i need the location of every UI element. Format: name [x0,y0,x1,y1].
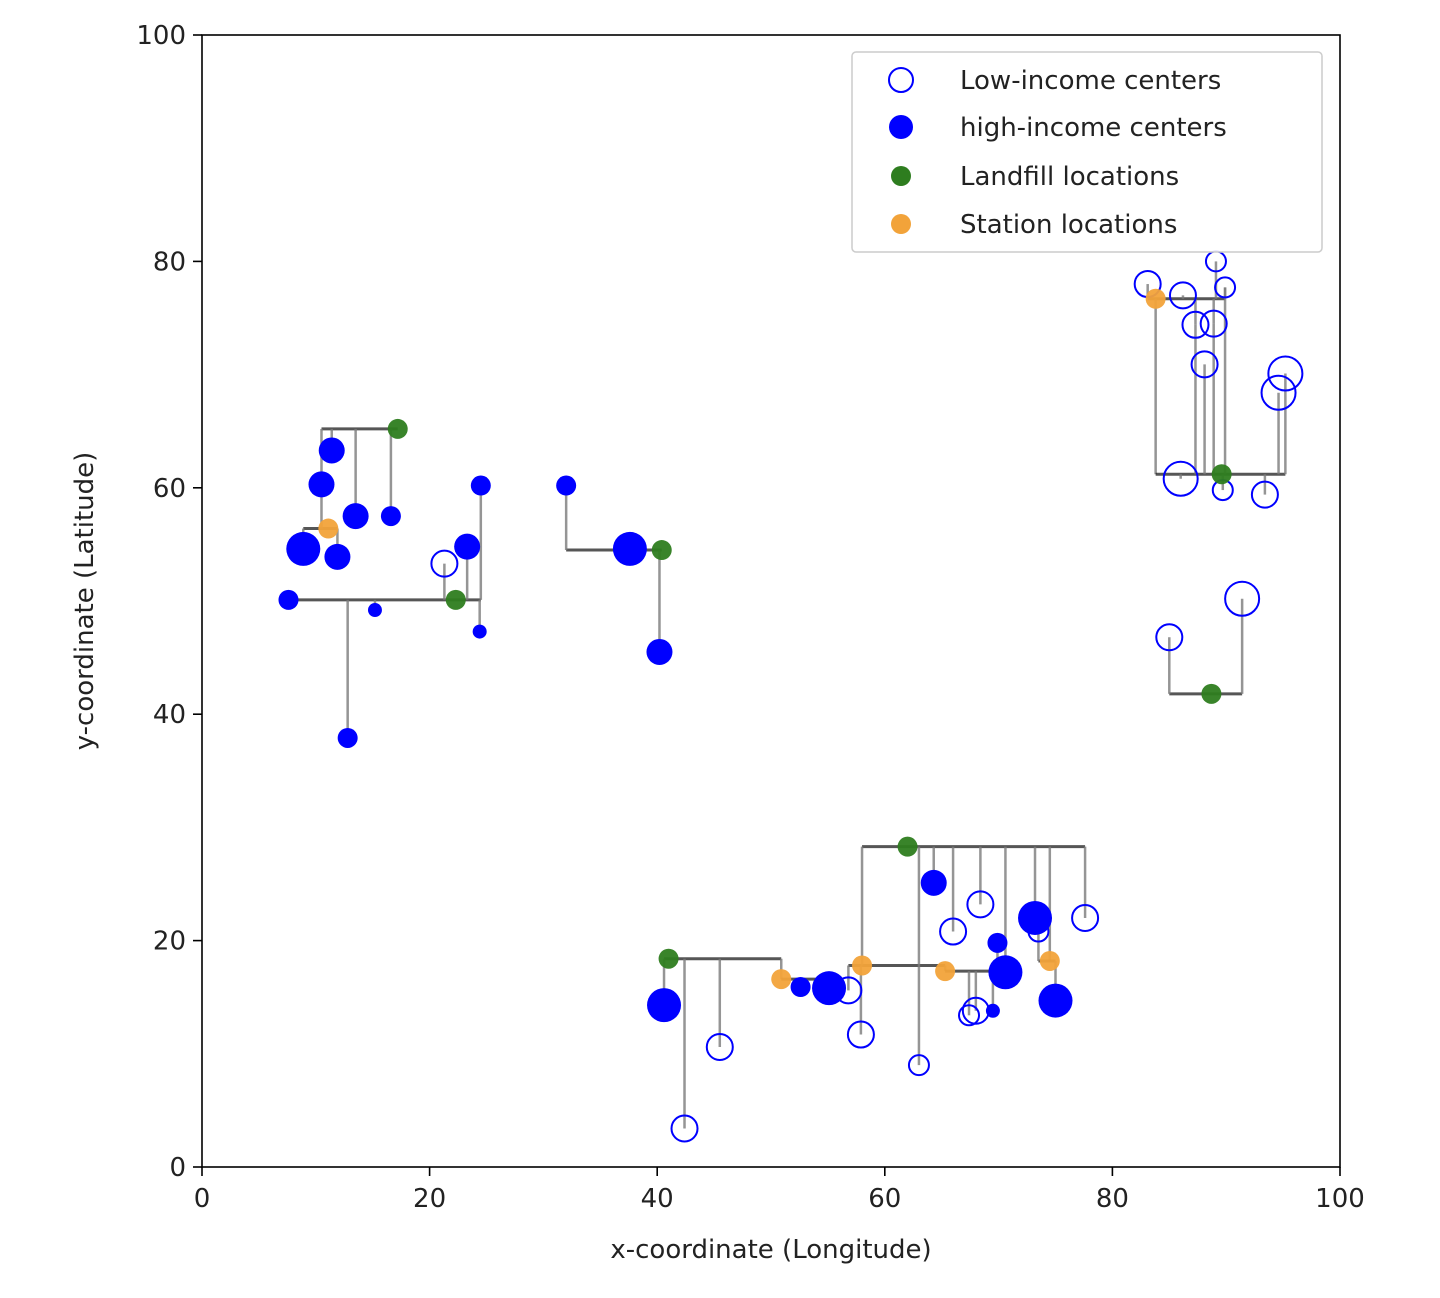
low-income-center-point [1155,623,1184,652]
high-income-center-point [454,533,481,560]
station-point [1039,950,1060,971]
y-axis-ticks: 0 20 40 60 80 100 [136,21,202,1183]
landfill-point [1211,464,1232,485]
legend-label-low-income: Low-income centers [960,66,1221,96]
low-income-center-point [961,996,990,1025]
high-income-center-point [556,475,577,496]
legend-label-station: Station locations [960,210,1177,240]
x-tick-label: 60 [868,1184,901,1214]
low-income-center-point [1181,310,1210,339]
x-tick-label: 80 [1096,1184,1129,1214]
station-point [935,961,956,982]
low-income-center-point [1250,480,1279,509]
y-tick-label: 0 [169,1153,186,1183]
high-income-center-point [472,624,487,639]
data-points [278,250,1304,1143]
legend-marker-station [891,214,911,234]
high-income-center-point [286,531,321,566]
low-income-center-point [1267,355,1304,392]
y-axis-label: y-coordinate (Latitude) [70,452,100,751]
high-income-center-point [790,977,811,998]
high-income-center-point [612,531,647,566]
x-tick-label: 0 [194,1184,211,1214]
low-income-center-point [958,1004,981,1027]
landfill-point [445,589,466,610]
low-income-center-point [1214,276,1237,299]
landfill-point [897,836,918,857]
legend-marker-landfill [891,166,911,186]
low-income-center-point [670,1114,699,1143]
high-income-center-point [308,471,335,498]
low-income-center-point [1071,903,1100,932]
high-income-center-point [988,955,1023,990]
high-income-center-point [324,543,351,570]
x-axis-ticks: 0 20 40 60 80 100 [194,1167,1365,1214]
low-income-center-point [430,549,459,578]
station-point [852,955,873,976]
high-income-center-point [1018,900,1053,935]
low-income-center-point [966,890,995,919]
station-point [318,518,339,539]
high-income-center-point [647,988,682,1023]
y-tick-label: 100 [136,21,186,51]
high-income-center-point [646,638,673,665]
high-income-center-point [342,503,369,530]
low-income-center-point [846,1020,875,1049]
x-axis-label: x-coordinate (Longitude) [610,1235,931,1265]
legend-marker-low-income [888,67,914,93]
low-income-center-point [1168,281,1197,310]
legend-marker-high-income [889,115,913,139]
plot-frame [201,34,1341,1168]
landfill-point [658,948,679,969]
y-tick-label: 40 [153,700,186,730]
y-tick-label: 20 [153,927,186,957]
high-income-center-point [380,506,401,527]
low-income-center-point [907,1054,930,1077]
legend-label-landfill: Landfill locations [960,162,1179,192]
high-income-center-point [1038,983,1073,1018]
high-income-center-point [367,603,382,618]
low-income-center-point [834,976,863,1005]
landfill-point [651,540,672,561]
low-income-center-point [1260,374,1297,411]
y-tick-label: 60 [153,474,186,504]
low-income-center-point [1190,350,1219,379]
high-income-center-point [278,589,299,610]
x-tick-label: 40 [641,1184,674,1214]
low-income-center-point [705,1033,734,1062]
high-income-center-point [920,869,947,896]
legend-label-high-income: high-income centers [960,113,1227,143]
x-tick-label: 100 [1315,1184,1365,1214]
station-point [1145,288,1166,309]
low-income-center-point [1162,460,1199,497]
landfill-point [387,418,408,439]
landfill-point [1201,683,1222,704]
low-income-center-point [1224,580,1261,617]
legend-box [851,51,1323,253]
high-income-center-point [318,437,345,464]
low-income-center-point [1199,309,1228,338]
low-income-center-point [939,917,968,946]
x-tick-label: 20 [413,1184,446,1214]
high-income-center-point [337,727,358,748]
high-income-center-point [985,1003,1000,1018]
high-income-center-point [987,932,1008,953]
high-income-center-point [470,475,491,496]
low-income-center-point [1027,920,1050,943]
station-point [771,969,792,990]
legend: Low-income centers high-income centers L… [851,51,1323,253]
y-tick-label: 80 [153,247,186,277]
